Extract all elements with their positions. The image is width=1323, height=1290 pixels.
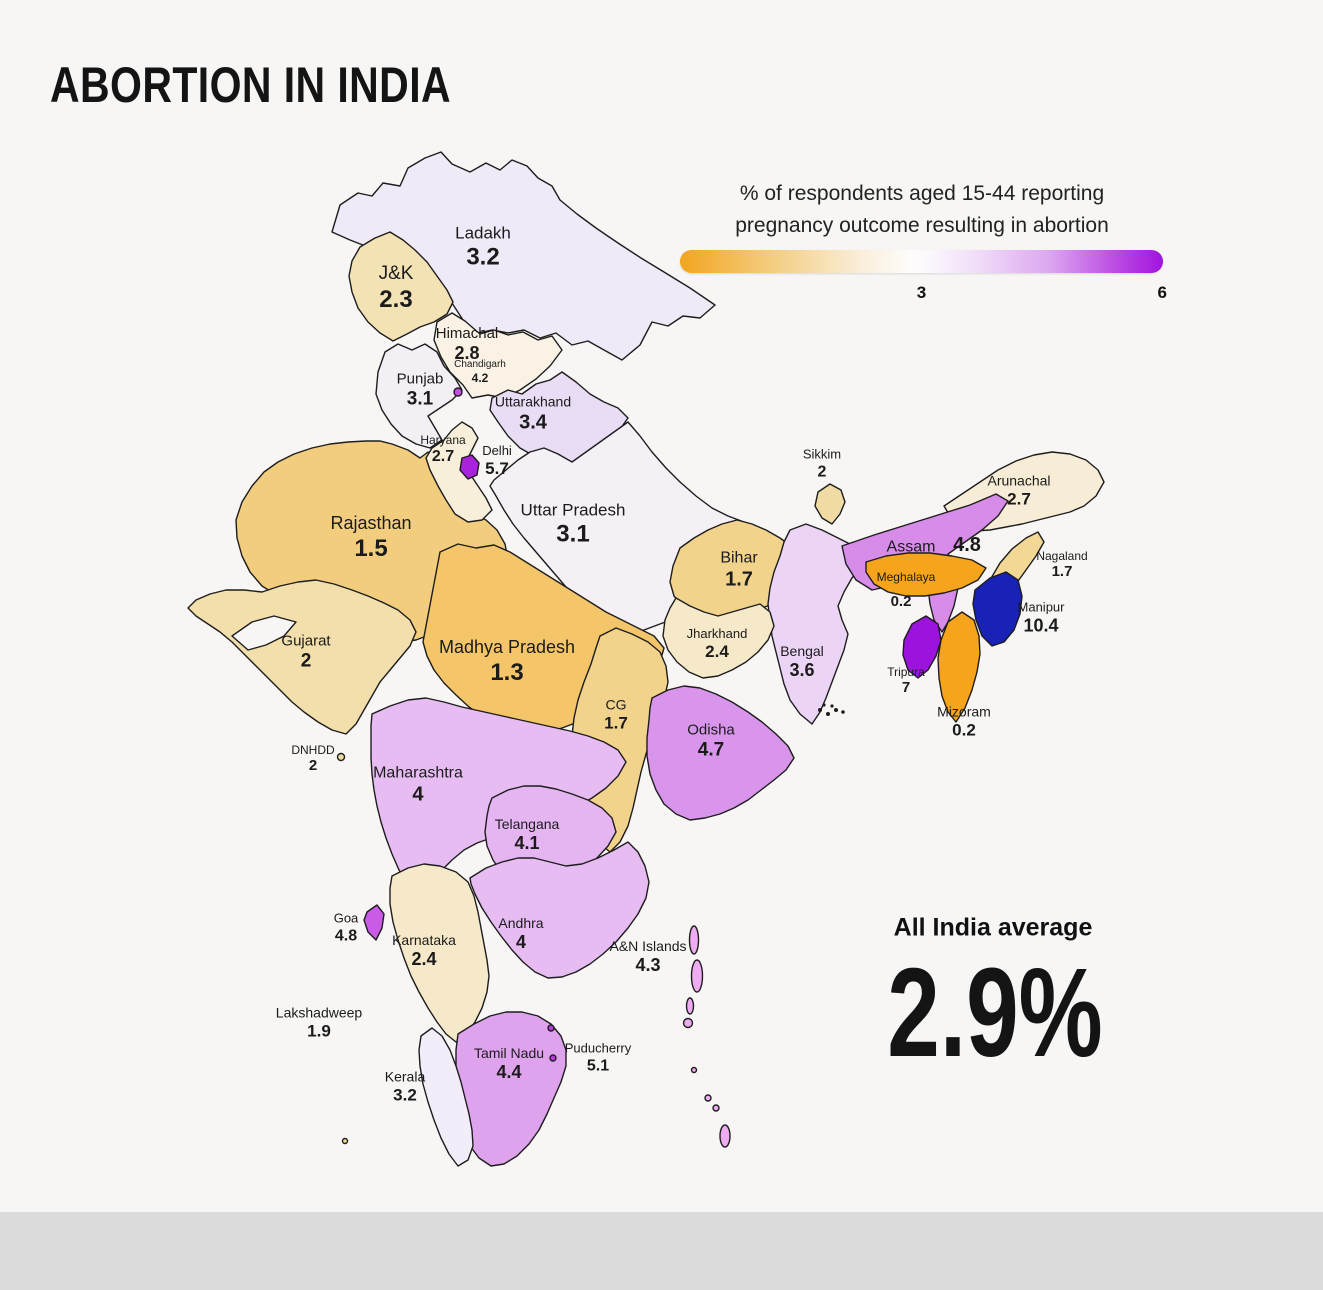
state-meghalaya-shape <box>865 552 987 597</box>
state-tripura-shape <box>902 615 942 679</box>
state-delhi-shape <box>459 454 480 480</box>
legend-tick-max: 6 <box>1157 283 1167 302</box>
state-andhra-shape <box>469 841 650 979</box>
state-lakshadweep-shape <box>341 1137 349 1145</box>
state-andaman-shape7 <box>712 1104 720 1112</box>
state-dnhdd-shape <box>336 752 346 762</box>
legend-caption-line1: % of respondents aged 15-44 reporting <box>739 182 1105 205</box>
legend-caption-line2: pregnancy outcome resulting in abortion <box>735 213 1109 237</box>
page-title: ABORTION IN INDIA <box>50 57 452 113</box>
state-jk-shape <box>348 231 454 342</box>
state-andaman-shape4 <box>682 1017 694 1029</box>
state-jharkhand-shape <box>662 597 775 679</box>
state-andaman-shape2 <box>690 959 704 993</box>
state-andaman-shape8 <box>719 1124 731 1148</box>
sundarbans-delta-marks <box>818 703 845 716</box>
state-kerala-shape <box>418 1027 474 1167</box>
state-gujarat-shape <box>187 579 417 735</box>
state-chandigarh-shape <box>453 387 463 397</box>
state-manipur-shape <box>972 571 1023 647</box>
legend-gradient-bar <box>680 250 1163 273</box>
legend-caption: % of respondents aged 15-44 reporting pr… <box>672 178 1172 241</box>
state-puducherry-shape2 <box>549 1054 557 1062</box>
state-sikkim-shape <box>814 483 846 525</box>
state-karnataka-shape <box>389 863 490 1043</box>
footer-band: Note: Data shows pregnancy outcome in fi… <box>0 1212 1323 1290</box>
state-andaman-shape <box>688 925 700 955</box>
gulf-of-kutch-inlet <box>231 615 297 651</box>
state-punjab-shape <box>375 343 463 449</box>
all-india-average-value: 2.9% <box>887 942 1103 1083</box>
state-mizoram-shape <box>937 611 981 723</box>
state-andaman-shape6 <box>704 1094 712 1102</box>
all-india-average-label: All India average <box>893 913 1093 942</box>
state-andaman-shape3 <box>685 997 695 1015</box>
state-andaman-shape5 <box>690 1066 698 1074</box>
legend-tick-mid: 3 <box>916 283 927 302</box>
state-puducherry-shape <box>547 1024 555 1032</box>
state-haryana-shape <box>425 421 493 523</box>
state-odisha-shape <box>646 685 795 821</box>
state-goa-shape <box>363 904 385 941</box>
